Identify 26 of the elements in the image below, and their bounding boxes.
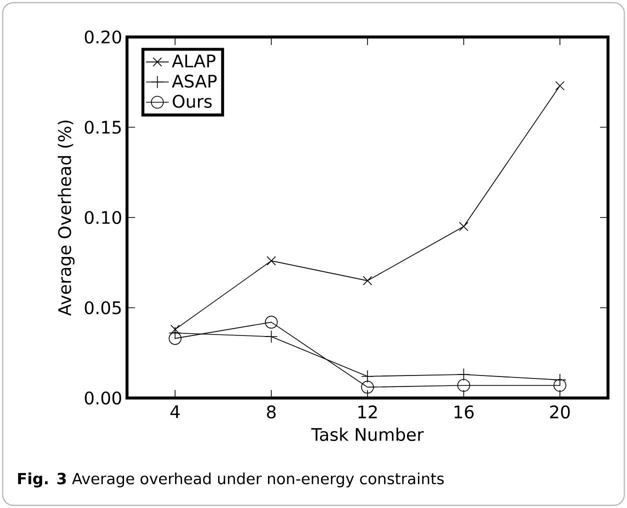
x-tick-label: 20: [550, 405, 570, 418]
text: Fig. 3 Average overhead under non-energy constraints: [18, 472, 444, 488]
point: [555, 81, 565, 90]
point: [554, 378, 566, 392]
legend-label: ALAP: [172, 54, 216, 68]
y-tick-label: 0.15: [84, 120, 121, 134]
point: [264, 330, 278, 344]
y-tick-label: 0.20: [84, 30, 122, 44]
legend-label: ASAP: [172, 74, 217, 88]
x-axis-title: Task Number: [311, 428, 424, 442]
y-tick-label: 0.05: [84, 301, 121, 314]
point: [457, 378, 470, 392]
point: [266, 256, 276, 266]
point: [264, 316, 278, 329]
point: [361, 380, 374, 394]
x-tick-label: 16: [454, 405, 474, 418]
y-tick-label: 0.00: [84, 391, 122, 405]
x-tick-label: 8: [266, 405, 276, 418]
x-tick-label: 4: [170, 405, 180, 418]
point: [362, 276, 372, 286]
x-tick-label: 12: [358, 405, 377, 418]
point: [459, 222, 468, 232]
y-tick-label: 0.10: [84, 210, 122, 224]
y-axis-title: Average Overhead (%): [58, 120, 75, 316]
legend-label: Ours: [172, 94, 212, 108]
point: [168, 332, 182, 345]
